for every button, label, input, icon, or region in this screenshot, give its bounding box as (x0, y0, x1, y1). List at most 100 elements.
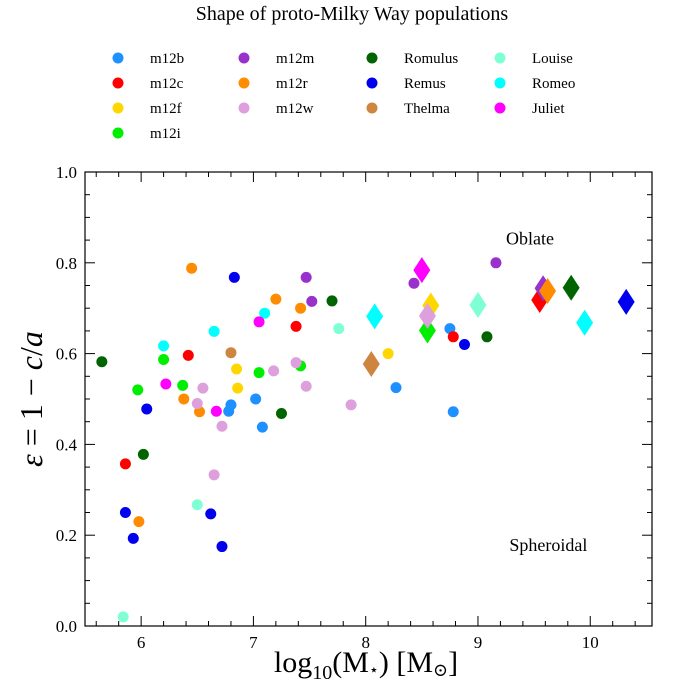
legend-label: Remus (404, 76, 446, 92)
data-point-remus (127, 532, 139, 544)
diamond-point-m12r (539, 277, 557, 304)
legend-label: Louise (532, 51, 573, 67)
x-axis-label-log: log (274, 646, 312, 679)
legend-marker (238, 102, 250, 114)
data-point-m12m (306, 295, 318, 307)
diamond-point-remus (617, 288, 635, 315)
axis-ticks: 6 7 8 9 10 0.0 0.2 0.4 0.6 0.8 1.0 (56, 163, 652, 652)
diamond-point-romulus (562, 274, 580, 301)
data-point-m12i (132, 384, 144, 396)
diamond-point-romeo (576, 309, 594, 336)
legend-item-juliet: Juliet (494, 101, 565, 117)
x-tick-label: 6 (137, 633, 146, 652)
data-point-remus (216, 541, 228, 553)
legend-item-thelma: Thelma (366, 101, 450, 117)
legend-marker (494, 102, 506, 114)
annotation-oblate: Oblate (506, 229, 554, 249)
y-tick-label: 0.6 (56, 345, 77, 364)
y-tick-label: 1.0 (56, 163, 77, 182)
annotation-spheroidal: Spheroidal (509, 535, 587, 555)
x-axis-label-mass: (M (332, 646, 369, 679)
svg-text:log10(M⋆) [M⊙]: log10(M⋆) [M⊙] (274, 646, 458, 684)
x-tick-label: 9 (474, 633, 483, 652)
data-point-m12b (256, 421, 268, 433)
data-point-m12b (250, 393, 262, 405)
legend-label: m12m (276, 51, 315, 67)
legend-label: Juliet (532, 101, 565, 117)
legend-label: m12b (150, 51, 184, 67)
x-axis-label-sub: 10 (312, 662, 332, 684)
x-tick-label: 8 (361, 633, 370, 652)
data-point-m12f (382, 348, 394, 360)
legend-label: m12f (150, 101, 182, 117)
data-point-juliet (160, 378, 172, 390)
annotations: Oblate Spheroidal (506, 229, 587, 555)
data-point-remus (119, 507, 131, 518)
legend-label: m12i (150, 126, 181, 142)
legend-marker (494, 52, 506, 64)
data-point-louise (333, 323, 345, 335)
legend-marker (112, 127, 124, 139)
y-tick-label: 0.0 (56, 617, 77, 636)
legend-item-m12f: m12f (112, 101, 182, 117)
diamond-point-louise (469, 292, 487, 319)
legend-marker (238, 77, 250, 89)
legend-item-m12m: m12m (238, 51, 315, 67)
data-point-m12i (177, 379, 189, 391)
x-tick-label: 10 (582, 633, 599, 652)
data-point-juliet (253, 316, 265, 328)
legend-item-m12c: m12c (112, 76, 184, 92)
data-point-m12w (197, 382, 209, 394)
data-point-romulus (137, 448, 149, 460)
legend-item-remus: Remus (366, 76, 446, 92)
data-point-m12w (345, 399, 357, 411)
data-point-m12b (390, 382, 402, 394)
data-point-romulus (96, 356, 108, 368)
diamond-point-m12w (418, 302, 436, 329)
x-axis-label: log10(M⋆) [M⊙] (274, 646, 458, 684)
legend-marker (366, 52, 378, 64)
data-point-m12r (295, 302, 307, 314)
plot-frame (84, 171, 653, 627)
data-point-m12r (270, 293, 282, 305)
legend-marker (494, 77, 506, 89)
y-tick-label: 0.8 (56, 254, 77, 273)
legend-marker (112, 102, 124, 114)
legend-item-m12w: m12w (238, 101, 314, 117)
svg-text:ε = 1 − c/a: ε = 1 − c/a (13, 331, 49, 467)
data-point-m12w (208, 469, 220, 481)
legend-label: Romeo (532, 76, 575, 92)
legend-marker (366, 77, 378, 89)
y-axis-label: ε = 1 − c/a (13, 331, 49, 467)
legend-marker (112, 52, 124, 64)
data-point-remus (228, 271, 240, 283)
diamond-point-juliet (413, 257, 431, 284)
data-point-romulus (275, 408, 287, 420)
data-point-m12b (225, 399, 237, 411)
legend-label: m12c (150, 76, 184, 92)
y-tick-label: 0.4 (56, 435, 78, 454)
legend-item-romulus: Romulus (366, 51, 458, 67)
legend-marker (238, 52, 250, 64)
data-point-romeo (208, 325, 220, 337)
data-point-remus (141, 403, 153, 415)
diamond-point-thelma (362, 351, 380, 378)
legend-marker (112, 77, 124, 89)
y-tick-label: 0.2 (56, 526, 77, 545)
legend-item-romeo: Romeo (494, 76, 575, 92)
data-point-m12c (447, 331, 459, 343)
legend: m12b m12c m12f m12i m12m m12r m12w Romulus Remus… (112, 51, 575, 142)
data-point-m12r (178, 393, 190, 405)
data-point-louise (117, 611, 129, 623)
data-point-remus (458, 339, 470, 351)
data-point-m12r (186, 262, 198, 274)
data-point-m12m (408, 277, 420, 289)
legend-item-m12b: m12b (112, 51, 184, 67)
x-tick-label: 7 (249, 633, 258, 652)
data-point-romulus (326, 295, 338, 307)
legend-marker (366, 102, 378, 114)
data-point-m12m (490, 257, 502, 269)
data-point-m12f (232, 382, 244, 394)
data-point-m12w (191, 398, 203, 410)
